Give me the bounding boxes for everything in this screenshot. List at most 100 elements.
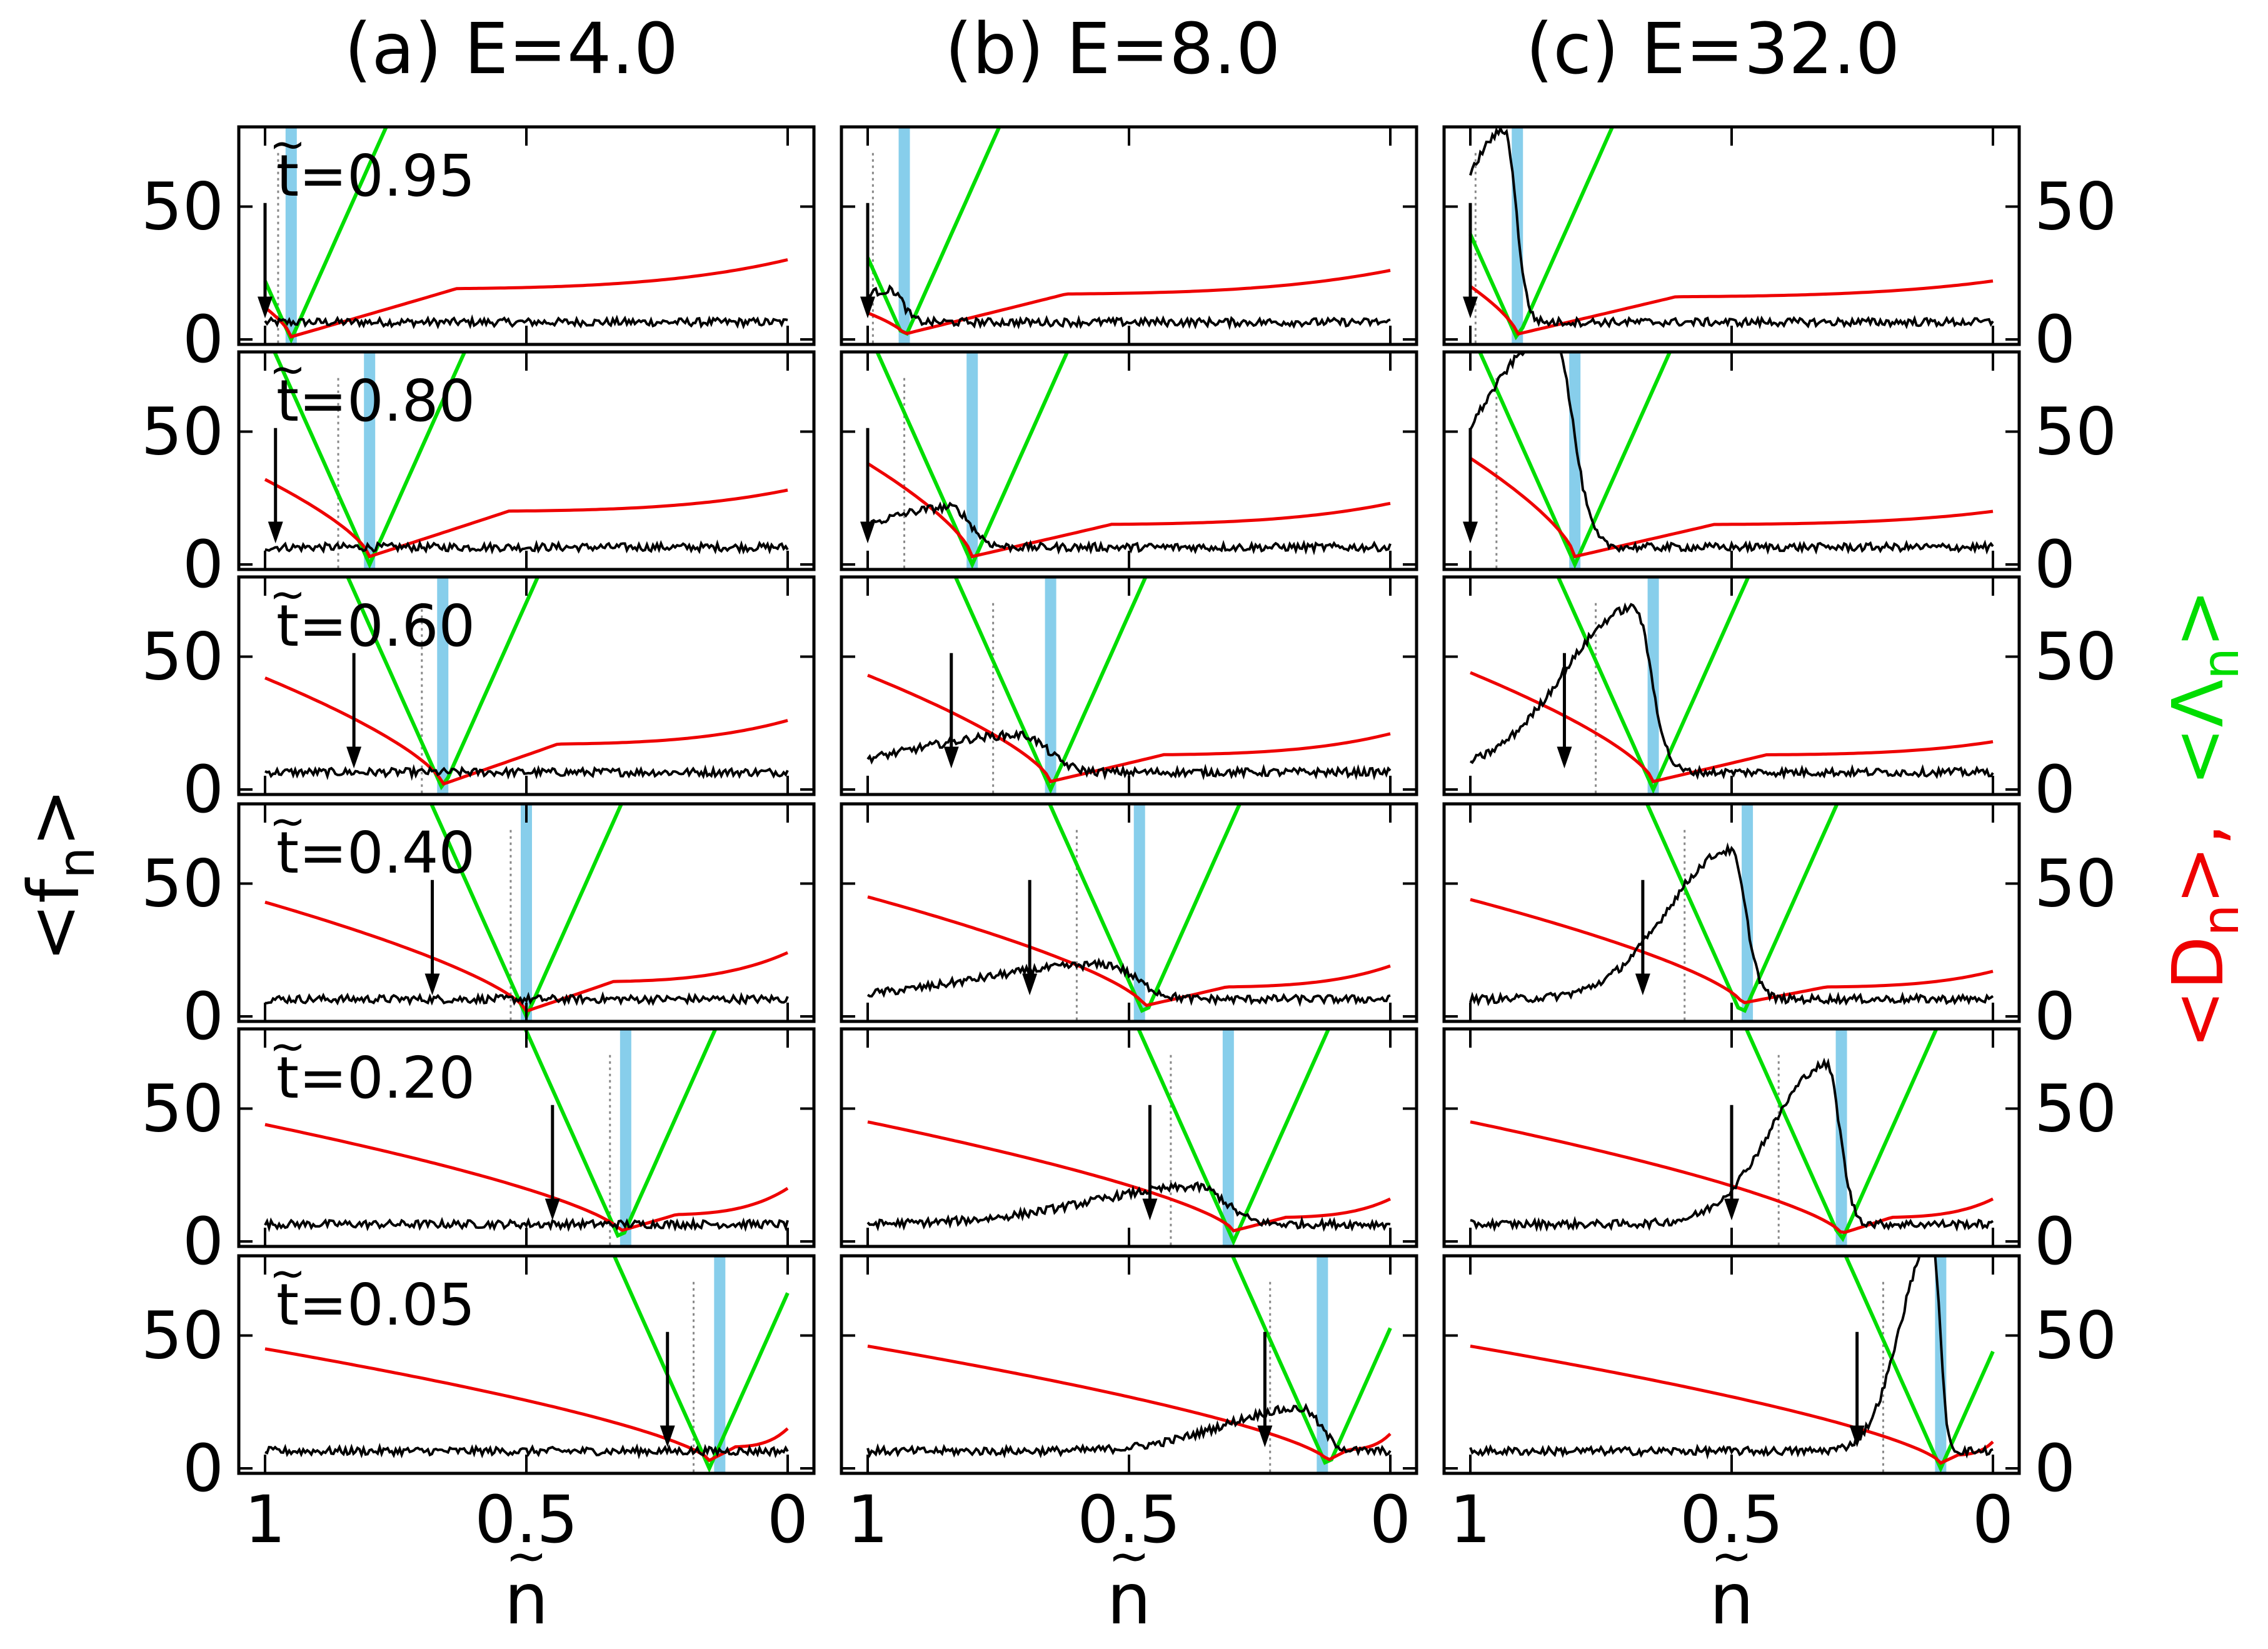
lambda-line xyxy=(1047,804,1242,1013)
panel-plot-area xyxy=(866,1029,1392,1246)
panel-plot-area xyxy=(264,352,789,569)
column-title-b: (b) E=8.0 xyxy=(945,9,1281,90)
panel-0-4: 0 50 t=0.20~ xyxy=(141,1021,816,1280)
row-label: t=0.60 xyxy=(276,593,475,659)
y-label-d-close: >, xyxy=(2158,823,2239,904)
panel-plot-area xyxy=(258,127,788,344)
y-tick-label-right: 50 xyxy=(2034,394,2117,470)
y-tick-label: 0 xyxy=(183,526,224,603)
y-tick-label-right: 0 xyxy=(2034,978,2075,1055)
d-line xyxy=(264,1347,789,1463)
lambda-line xyxy=(953,577,1148,794)
f-line xyxy=(264,1216,789,1233)
y-label-lambda-sub: n xyxy=(2192,648,2250,679)
y-tick-label: 0 xyxy=(183,751,224,828)
lambda-line xyxy=(1477,352,1672,569)
arrow-head xyxy=(1257,1425,1273,1448)
panel-plot-area xyxy=(1463,127,1994,344)
y-label-f-close: > xyxy=(14,788,95,847)
x-tick-label: 0.5 xyxy=(1077,1481,1180,1558)
y-label-lambda-open: <Λ xyxy=(2158,679,2239,786)
marker-band xyxy=(620,1029,631,1246)
panel-2-4: 0 50 xyxy=(1442,1027,2117,1280)
lambda-line xyxy=(875,352,1070,569)
panel-plot-area xyxy=(1463,352,1994,569)
arrow-head xyxy=(1557,746,1572,769)
row-label-tilde: ~ xyxy=(269,796,306,847)
arrow-head xyxy=(1463,296,1478,319)
f-line xyxy=(1469,602,1994,780)
y-label-d-open: <D xyxy=(2158,936,2239,1049)
d-line xyxy=(867,895,1391,1008)
d-line xyxy=(867,1345,1392,1461)
x-tick-label: 0.5 xyxy=(1680,1481,1783,1558)
panel-0-3: 0 50 t=0.40~ xyxy=(141,796,816,1055)
panel-1-5: 1 0.5 0 n~ xyxy=(840,1254,1418,1640)
panel-2-2: 0 50 xyxy=(1442,575,2117,828)
f-line xyxy=(866,729,1392,781)
panel-1-1 xyxy=(840,350,1418,571)
d-line xyxy=(1470,898,1994,1005)
marker-band xyxy=(521,804,532,1021)
lambda-line xyxy=(1136,1029,1331,1246)
panel-1-2 xyxy=(840,575,1418,796)
y-label-f-open: <f xyxy=(14,877,95,962)
y-label-lambda-close: > xyxy=(2158,589,2239,648)
arrow-head xyxy=(268,521,283,544)
row-label: t=0.40 xyxy=(276,819,475,886)
panel-2-5: 1 0.5 00 50 n~ xyxy=(1442,1254,2117,1640)
f-line xyxy=(264,1443,789,1460)
marker-band xyxy=(1317,1256,1328,1473)
column-title-a: (a) E=4.0 xyxy=(344,9,678,90)
x-tick-label: 0 xyxy=(1370,1481,1411,1558)
f-line xyxy=(264,314,788,330)
d-line xyxy=(264,258,788,339)
arrow-head xyxy=(1142,1198,1158,1221)
row-label-tilde: ~ xyxy=(269,344,306,395)
arrow-head xyxy=(544,1198,560,1221)
x-tick-label: 1 xyxy=(847,1481,888,1558)
panel-plot-area xyxy=(264,1256,790,1473)
f-line xyxy=(264,764,789,781)
f-line xyxy=(867,501,1392,556)
x-axis-label-tilde: ~ xyxy=(1108,1527,1150,1585)
panel-0-1: 0 50 t=0.80~ xyxy=(141,344,816,603)
d-line xyxy=(1469,456,1994,559)
arrow-head xyxy=(943,746,959,769)
y-tick-label-right: 50 xyxy=(2034,619,2117,695)
x-tick-label: 0 xyxy=(767,1481,808,1558)
lambda-line xyxy=(345,577,540,791)
y-tick-label-right: 50 xyxy=(2034,1298,2117,1374)
f-line xyxy=(866,1181,1391,1232)
lambda-line xyxy=(263,127,389,344)
f-line xyxy=(264,991,789,1006)
marker-band xyxy=(437,577,449,794)
panel-plot-area xyxy=(1469,1256,1995,1473)
panel-plot-area xyxy=(1470,1029,1994,1246)
arrow-head xyxy=(1849,1425,1865,1448)
x-axis-label: n xyxy=(1710,1559,1754,1640)
svg-text:<fn>: <fn> xyxy=(14,788,106,962)
x-tick-label: 0.5 xyxy=(474,1481,578,1558)
panel-2-1: 0 50 xyxy=(1442,350,2117,603)
row-label: t=0.20 xyxy=(276,1045,475,1111)
y-tick-label: 0 xyxy=(183,1430,224,1506)
y-tick-label-right: 50 xyxy=(2034,1071,2117,1147)
arrow-head xyxy=(1463,521,1478,544)
arrow-head xyxy=(660,1425,675,1448)
arrow-head xyxy=(424,973,440,996)
y-tick-label-right: 0 xyxy=(2034,751,2075,828)
marker-band xyxy=(1935,1256,1947,1473)
arrow-head xyxy=(1724,1198,1739,1221)
d-line xyxy=(867,1120,1392,1233)
panel-plot-area xyxy=(860,127,1391,344)
f-line xyxy=(264,539,789,555)
y-axis-label-left: <fn> xyxy=(14,788,106,962)
lambda-line xyxy=(1744,1029,1939,1243)
row-label-tilde: ~ xyxy=(269,119,306,170)
row-label: t=0.95 xyxy=(276,143,475,209)
arrow-head xyxy=(860,296,875,319)
y-tick-label-right: 50 xyxy=(2034,169,2117,245)
